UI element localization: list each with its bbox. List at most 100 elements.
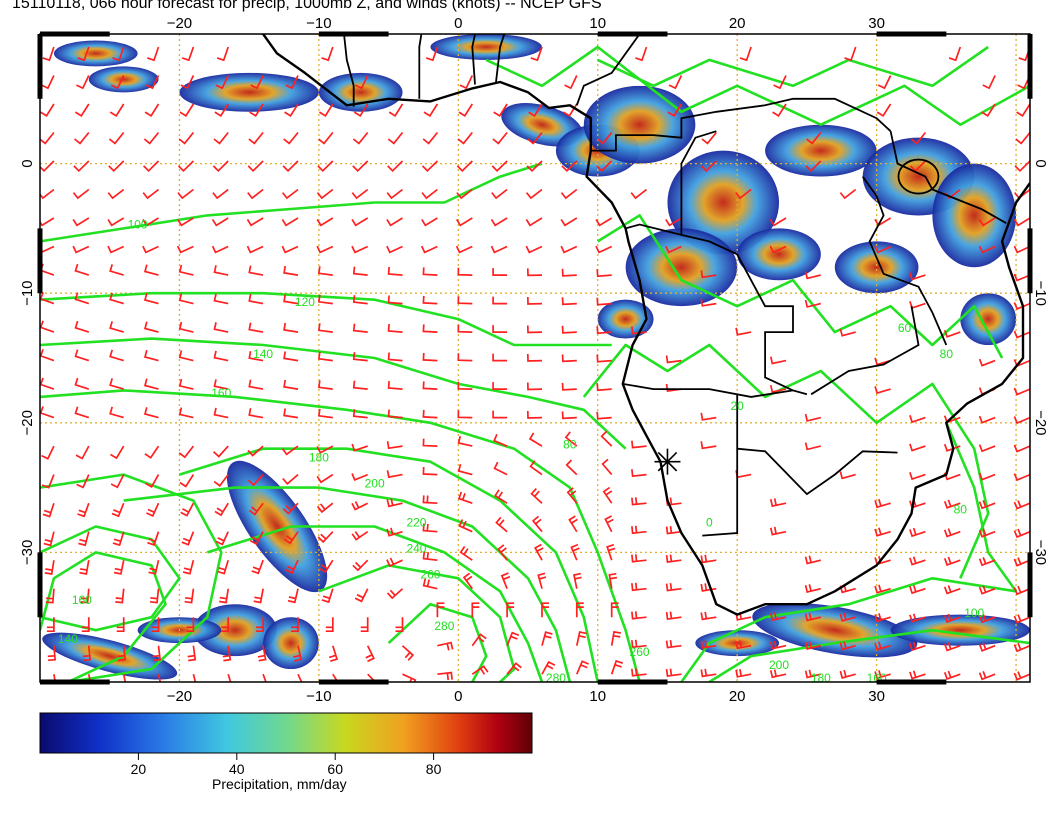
height-contour: [40, 337, 627, 450]
wind-barb: [42, 502, 55, 518]
wind-barb: [526, 353, 543, 362]
wind-barb: [456, 160, 473, 172]
wind-barb: [53, 674, 57, 682]
wind-barb: [700, 640, 717, 649]
wind-barb: [630, 188, 648, 200]
wind-barb: [943, 670, 961, 680]
wind-barb: [561, 325, 577, 334]
wind-barb: [458, 519, 473, 533]
wind-barb: [421, 160, 438, 172]
wind-barb: [457, 463, 473, 476]
wind-barb: [526, 296, 543, 305]
wind-barb: [839, 188, 857, 200]
contour-label: 80: [940, 347, 954, 361]
wind-barb: [1013, 330, 1030, 339]
wind-barb: [631, 326, 647, 335]
wind-barb: [248, 131, 264, 145]
wind-barb: [42, 46, 55, 62]
lat-tick-label-left: −10: [19, 280, 36, 305]
wind-barb: [1014, 160, 1030, 172]
wind-barb: [978, 670, 996, 681]
border-line: [471, 34, 476, 85]
wind-barb: [769, 612, 787, 622]
wind-barb: [283, 351, 299, 362]
contour-label: 280: [546, 671, 566, 685]
wind-barb: [248, 322, 264, 333]
wind-barb: [437, 641, 454, 651]
wind-barb: [317, 380, 333, 390]
wind-barb: [352, 559, 369, 572]
wind-barb: [386, 527, 403, 537]
wind-barb: [909, 443, 926, 452]
precip-cell: [53, 40, 138, 67]
wind-barb: [213, 322, 229, 333]
wind-barb: [531, 515, 543, 533]
wind-barb: [596, 383, 612, 392]
wind-barb: [978, 444, 996, 453]
wind-barb: [325, 617, 334, 633]
wind-barb: [316, 445, 334, 454]
wind-barb: [570, 543, 580, 561]
wind-barb: [978, 415, 996, 424]
lon-tick-label-bottom: 0: [454, 688, 462, 705]
wind-barb: [459, 546, 473, 561]
wind-barb: [317, 531, 334, 544]
wind-barb: [117, 645, 127, 662]
wind-barb: [560, 245, 578, 254]
wind-barb: [1013, 444, 1030, 453]
wind-barb: [41, 445, 55, 460]
wind-barb: [490, 245, 508, 254]
wind-barb: [492, 268, 508, 276]
wind-barb: [909, 670, 926, 680]
wind-barb: [386, 588, 404, 600]
wind-barbs: [40, 46, 1030, 682]
wind-barb: [494, 489, 508, 504]
wind-barb: [75, 445, 90, 460]
wind-barb: [422, 381, 438, 390]
wind-barb: [665, 525, 682, 535]
precip-cell: [625, 228, 738, 307]
wind-barb: [978, 528, 996, 538]
wind-barb: [283, 408, 299, 419]
wind-barb: [291, 617, 299, 633]
contour-labels: 1001201401601802002202402602802802601601…: [58, 217, 985, 685]
wind-barb: [217, 559, 230, 575]
wind-barb: [804, 555, 822, 565]
wind-barb: [182, 559, 195, 575]
height-contour: [40, 291, 612, 347]
border-line: [343, 34, 355, 107]
wind-barb: [216, 46, 230, 62]
wind-barb: [152, 645, 162, 662]
precip-cell: [737, 228, 821, 281]
wind-barb: [332, 673, 339, 682]
wind-barb: [471, 665, 489, 675]
wind-barb: [109, 292, 124, 305]
wind-barb: [110, 474, 125, 489]
wind-barb: [178, 293, 194, 305]
wind-barb: [142, 217, 159, 227]
wind-barb: [528, 432, 543, 447]
wind-barb: [360, 617, 369, 633]
contour-label: 280: [434, 619, 454, 633]
height-contour: [945, 422, 1018, 593]
wind-barb: [422, 466, 438, 476]
wind-barb: [148, 560, 160, 575]
wind-barb: [386, 188, 404, 200]
wind-barb: [248, 265, 264, 276]
wind-barb: [1013, 245, 1030, 254]
contour-label: 200: [769, 658, 789, 672]
wind-barb: [596, 269, 612, 278]
wind-barb: [40, 103, 55, 117]
wind-barb: [1015, 131, 1030, 145]
height-contour: [123, 486, 572, 682]
wind-barb: [351, 530, 369, 541]
wind-barb: [387, 266, 403, 276]
wind-barb: [281, 445, 299, 456]
wind-barb: [74, 320, 90, 333]
wind-barb: [526, 325, 543, 334]
wind-barb: [157, 674, 162, 682]
wind-barb: [804, 413, 822, 422]
contour-label: 200: [365, 477, 385, 491]
lon-tick-label-top: −20: [167, 15, 192, 32]
wind-barb: [457, 410, 473, 419]
